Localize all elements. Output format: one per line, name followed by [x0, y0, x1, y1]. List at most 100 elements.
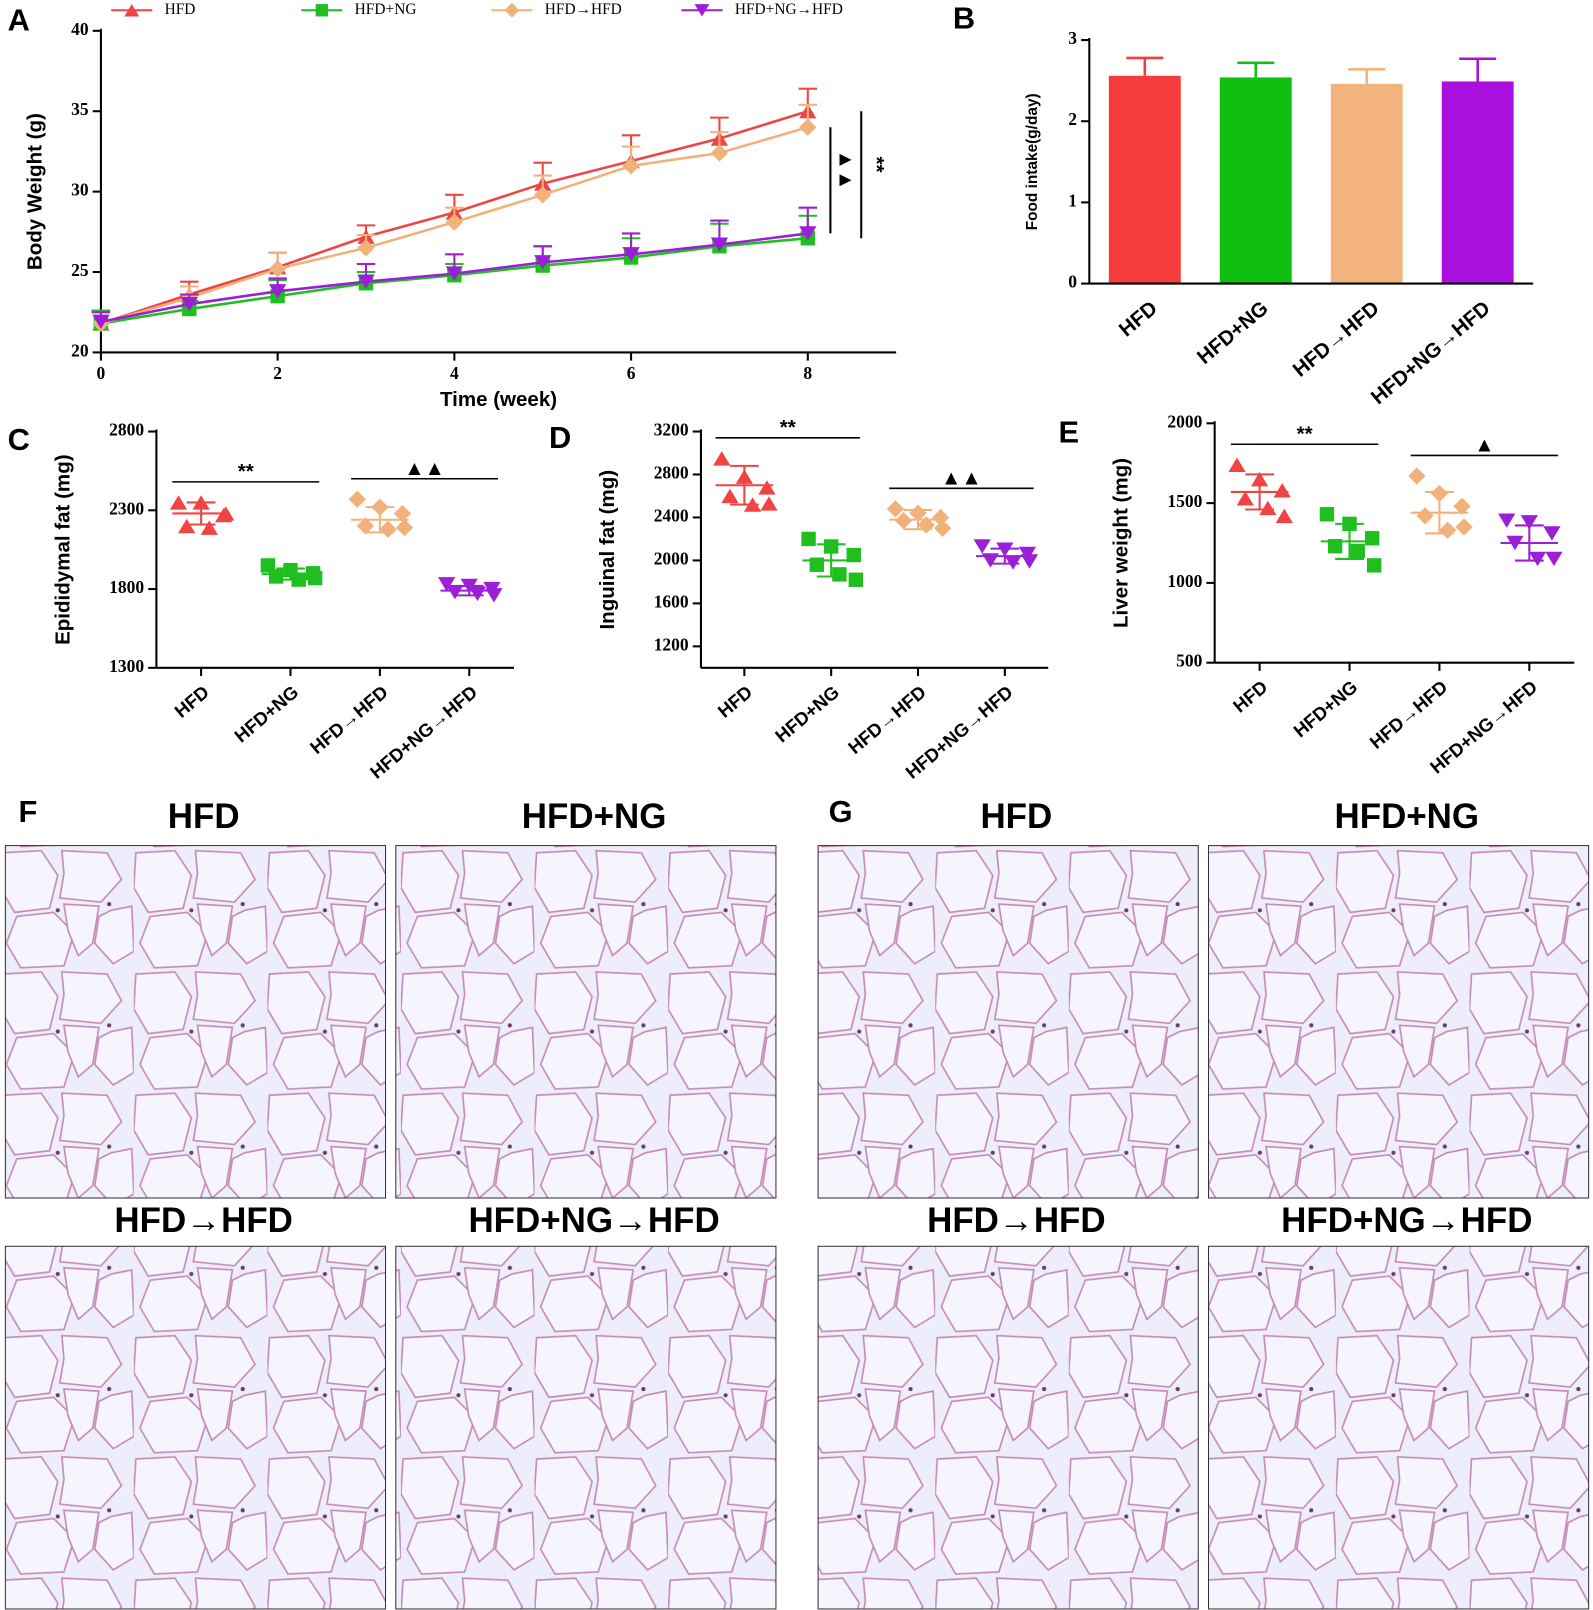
data-point: [1498, 513, 1516, 528]
data-point: [1453, 497, 1471, 515]
x-tick-label: HFD→HFD: [1289, 297, 1384, 382]
data-point: [1416, 507, 1434, 525]
significance-label: **: [780, 416, 796, 439]
data-point: [395, 518, 414, 537]
y-tick-label: 1300: [109, 656, 144, 676]
image-title: HFD→HFD: [927, 1201, 1105, 1240]
data-point: [622, 247, 640, 262]
x-tick-label: HFD: [170, 681, 213, 722]
x-tick-label: HFD→HFD: [844, 681, 930, 758]
legend-label: HFD+NG→HFD: [735, 1, 843, 18]
y-axis-title: Liver weight (mg): [1110, 458, 1133, 628]
bar: [1108, 75, 1181, 284]
data-point: [713, 451, 731, 466]
x-tick-label: 0: [97, 363, 106, 383]
panel-label: E: [1058, 415, 1079, 450]
data-point: [1439, 521, 1457, 539]
data-point: [1350, 543, 1365, 559]
significance-label: **: [1297, 422, 1313, 445]
data-point: [1327, 539, 1343, 554]
data-point: [1273, 483, 1291, 498]
error-bar: [1126, 56, 1164, 76]
image-title: HFD+NG: [522, 797, 667, 836]
image-title: HFD: [168, 797, 240, 836]
data-point: [260, 558, 276, 573]
y-axis-title: Inguinal fat (mg): [596, 470, 619, 630]
image-title: HFD: [980, 797, 1052, 836]
data-point: [534, 255, 552, 270]
legend-marker: [124, 4, 140, 17]
error-bar: [1459, 57, 1497, 82]
y-tick-label: 2000: [654, 548, 689, 568]
panel-label: A: [8, 3, 30, 38]
y-tick-label: 40: [71, 19, 89, 39]
data-point: [799, 226, 817, 241]
data-point: [1004, 555, 1022, 570]
x-tick-label: HFD: [1229, 676, 1272, 717]
panel-label: B: [953, 1, 975, 36]
data-point: [1455, 518, 1473, 536]
panel-label: F: [19, 794, 38, 829]
error-bar: [1237, 61, 1275, 78]
x-tick-label: 2: [273, 363, 282, 383]
histology-image: [4, 845, 387, 1199]
significance-label: ▲▲: [404, 457, 445, 480]
data-point: [348, 490, 366, 508]
data-point: [710, 237, 729, 252]
y-tick-label: 1500: [1167, 491, 1202, 511]
x-tick-label: HFD→HFD: [306, 681, 392, 758]
significance-label: **: [238, 460, 254, 483]
histology-image: [1207, 845, 1590, 1199]
y-axis-title: Food intake(g/day): [1024, 93, 1041, 230]
legend-marker: [315, 4, 328, 17]
data-point: [1366, 558, 1382, 573]
data-point: [1520, 515, 1538, 530]
data-point: [710, 144, 729, 162]
y-tick-label: 2000: [1167, 411, 1202, 431]
data-point: [485, 588, 503, 603]
x-axis-title: Time (week): [440, 388, 557, 411]
y-tick-label: 3: [1068, 28, 1077, 48]
data-point: [973, 539, 991, 554]
data-point: [356, 517, 375, 535]
data-point: [721, 488, 739, 504]
data-point: [269, 284, 287, 299]
data-point: [1236, 491, 1254, 506]
x-tick-label: HFD+NG: [771, 681, 843, 746]
data-point: [178, 518, 196, 534]
data-point: [934, 519, 952, 537]
x-tick-label: HFD: [1115, 297, 1162, 342]
y-axis-title: Body Weight (g): [24, 113, 47, 270]
error-bar: [1348, 68, 1386, 84]
y-tick-label: 1600: [654, 591, 689, 611]
y-tick-label: 0: [1068, 272, 1077, 292]
x-tick-label: 4: [450, 363, 459, 383]
y-tick-label: 500: [1176, 651, 1202, 671]
histology-image: [395, 1245, 777, 1610]
data-point: [534, 186, 552, 204]
y-tick-label: 2400: [654, 505, 689, 525]
bar: [1330, 83, 1403, 284]
histology-image: [1207, 1245, 1590, 1610]
y-tick-label: 25: [71, 260, 89, 280]
legend-label: HFD+NG: [355, 1, 417, 18]
data-point: [760, 496, 778, 511]
histology-image: [4, 1245, 387, 1610]
y-tick-label: 1000: [1167, 571, 1202, 591]
panel-label: D: [549, 420, 571, 455]
data-point: [832, 567, 847, 582]
data-point: [268, 569, 284, 584]
data-point: [1228, 457, 1246, 472]
data-point: [269, 260, 287, 278]
legend-label: HFD→HFD: [545, 1, 622, 18]
data-point: [848, 572, 864, 587]
data-point: [1018, 546, 1037, 562]
y-tick-label: 30: [71, 180, 89, 200]
significance-label: **: [865, 156, 888, 172]
panel-label: C: [8, 422, 30, 457]
image-title: HFD+NG: [1335, 797, 1480, 836]
bar: [1219, 77, 1292, 284]
data-point: [1545, 551, 1563, 567]
x-tick-label: HFD: [714, 681, 757, 722]
data-point: [758, 480, 776, 495]
